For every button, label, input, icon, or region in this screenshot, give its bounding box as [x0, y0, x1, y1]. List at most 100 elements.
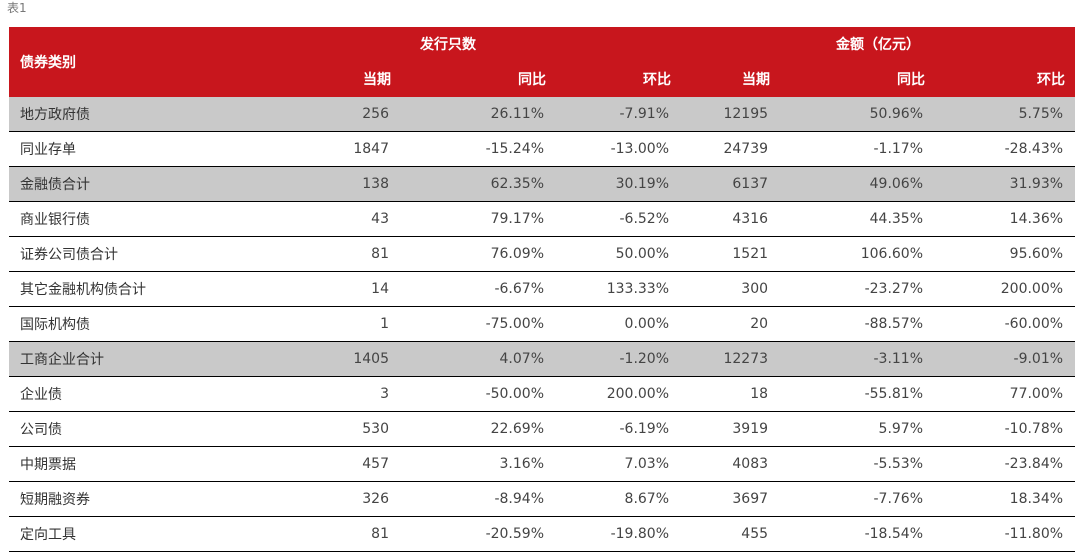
category-cell: 证券公司债合计: [9, 236, 215, 272]
amount-mom-cell: -11.80%: [935, 516, 1076, 552]
amount-yoy-cell: -23.27%: [780, 271, 936, 307]
header-group-amount: 金额（亿元）: [681, 27, 1076, 61]
table-row: 金融债合计 138 62.35% 30.19% 6137 49.06% 31.93%: [9, 166, 1076, 202]
amount-mom-cell: -60.00%: [935, 306, 1076, 342]
amount-yoy-cell: -88.57%: [780, 306, 936, 342]
count-yoy-cell: 26.11%: [401, 97, 556, 132]
amount-yoy-cell: -3.11%: [780, 341, 936, 377]
amount-current-cell: 24739: [681, 131, 781, 167]
category-cell: 同业存单: [9, 131, 215, 167]
category-cell: 企业债: [9, 376, 215, 412]
category-cell: 定向工具: [9, 516, 215, 552]
amount-yoy-cell: 44.35%: [780, 201, 936, 237]
amount-yoy-cell: -18.54%: [780, 516, 936, 552]
amount-current-cell: 300: [681, 271, 781, 307]
count-current-cell: 43: [215, 201, 401, 237]
amount-current-cell: 4316: [681, 201, 781, 237]
count-yoy-cell: 76.09%: [401, 236, 556, 272]
count-yoy-cell: 22.69%: [401, 411, 556, 447]
table-caption: 表1: [7, 1, 27, 15]
amount-yoy-cell: 106.60%: [780, 236, 936, 272]
count-yoy-cell: 4.07%: [401, 341, 556, 377]
amount-yoy-cell: 5.97%: [780, 411, 936, 447]
category-cell: 工商企业合计: [9, 341, 215, 377]
count-current-cell: 81: [215, 236, 401, 272]
amount-current-cell: 12195: [681, 97, 781, 132]
count-yoy-cell: -75.00%: [401, 306, 556, 342]
count-mom-cell: 133.33%: [556, 271, 682, 307]
count-current-cell: 1847: [215, 131, 401, 167]
count-current-cell: 81: [215, 516, 401, 552]
count-current-cell: 256: [215, 97, 401, 132]
count-yoy-cell: -15.24%: [401, 131, 556, 167]
amount-mom-cell: -9.01%: [935, 341, 1076, 377]
amount-current-cell: 1521: [681, 236, 781, 272]
amount-mom-cell: -28.43%: [935, 131, 1076, 167]
amount-mom-cell: 200.00%: [935, 271, 1076, 307]
amount-current-cell: 18: [681, 376, 781, 412]
header-amount-mom: 环比: [935, 61, 1076, 97]
category-cell: 短期融资券: [9, 481, 215, 517]
count-mom-cell: 50.00%: [556, 236, 682, 272]
category-cell: 中期票据: [9, 446, 215, 482]
table-row: 定向工具 81 -20.59% -19.80% 455 -18.54% -11.80%: [9, 516, 1076, 552]
category-cell: 商业银行债: [9, 201, 215, 237]
count-current-cell: 14: [215, 271, 401, 307]
amount-current-cell: 3697: [681, 481, 781, 517]
count-yoy-cell: 62.35%: [401, 166, 556, 202]
header-count-yoy: 同比: [401, 61, 556, 97]
table-row: 中期票据 457 3.16% 7.03% 4083 -5.53% -23.84%: [9, 446, 1076, 482]
category-cell: 公司债: [9, 411, 215, 447]
table-row: 商业银行债 43 79.17% -6.52% 4316 44.35% 14.36%: [9, 201, 1076, 237]
count-current-cell: 1405: [215, 341, 401, 377]
header-amount-current: 当期: [681, 61, 781, 97]
category-cell: 地方政府债: [9, 97, 215, 132]
count-current-cell: 457: [215, 446, 401, 482]
amount-current-cell: 6137: [681, 166, 781, 202]
category-cell: 金融债合计: [9, 166, 215, 202]
amount-mom-cell: 5.75%: [935, 97, 1076, 132]
amount-current-cell: 3919: [681, 411, 781, 447]
table-row: 短期融资券 326 -8.94% 8.67% 3697 -7.76% 18.34%: [9, 481, 1076, 517]
amount-yoy-cell: -55.81%: [780, 376, 936, 412]
count-mom-cell: -13.00%: [556, 131, 682, 167]
count-mom-cell: 30.19%: [556, 166, 682, 202]
count-current-cell: 530: [215, 411, 401, 447]
amount-mom-cell: -10.78%: [935, 411, 1076, 447]
count-mom-cell: -7.91%: [556, 97, 682, 132]
bond-issuance-table: 债券类别 发行只数 金额（亿元） 当期 同比 环比 当期 同比 环比 地方政府债…: [9, 27, 1076, 552]
table-row: 地方政府债 256 26.11% -7.91% 12195 50.96% 5.75%: [9, 97, 1076, 132]
amount-current-cell: 12273: [681, 341, 781, 377]
header-count-current: 当期: [215, 61, 401, 97]
amount-yoy-cell: 49.06%: [780, 166, 936, 202]
count-current-cell: 326: [215, 481, 401, 517]
table-row: 公司债 530 22.69% -6.19% 3919 5.97% -10.78%: [9, 411, 1076, 447]
amount-current-cell: 20: [681, 306, 781, 342]
category-cell: 其它金融机构债合计: [9, 271, 215, 307]
amount-mom-cell: 95.60%: [935, 236, 1076, 272]
amount-current-cell: 455: [681, 516, 781, 552]
header-group-count: 发行只数: [215, 27, 682, 61]
header-row-groups: 债券类别 发行只数 金额（亿元）: [9, 27, 1076, 97]
count-mom-cell: -1.20%: [556, 341, 682, 377]
count-current-cell: 1: [215, 306, 401, 342]
count-mom-cell: -19.80%: [556, 516, 682, 552]
count-yoy-cell: -20.59%: [401, 516, 556, 552]
header-row-subcolumns: 当期 同比 环比 当期 同比 环比: [9, 61, 1076, 97]
count-yoy-cell: -6.67%: [401, 271, 556, 307]
count-mom-cell: -6.52%: [556, 201, 682, 237]
header-amount-yoy: 同比: [780, 61, 936, 97]
count-current-cell: 138: [215, 166, 401, 202]
category-cell: 国际机构债: [9, 306, 215, 342]
count-mom-cell: 0.00%: [556, 306, 682, 342]
count-mom-cell: -6.19%: [556, 411, 682, 447]
header-count-mom: 环比: [556, 61, 682, 97]
amount-mom-cell: 31.93%: [935, 166, 1076, 202]
table-body: 地方政府债 256 26.11% -7.91% 12195 50.96% 5.75% 同业存单…: [9, 97, 1076, 552]
amount-mom-cell: 14.36%: [935, 201, 1076, 237]
table-row: 工商企业合计 1405 4.07% -1.20% 12273 -3.11% -9.01%: [9, 341, 1076, 377]
table-row: 国际机构债 1 -75.00% 0.00% 20 -88.57% -60.00%: [9, 306, 1076, 342]
table-row: 其它金融机构债合计 14 -6.67% 133.33% 300 -23.27% 200.00…: [9, 271, 1076, 307]
amount-current-cell: 4083: [681, 446, 781, 482]
count-mom-cell: 8.67%: [556, 481, 682, 517]
